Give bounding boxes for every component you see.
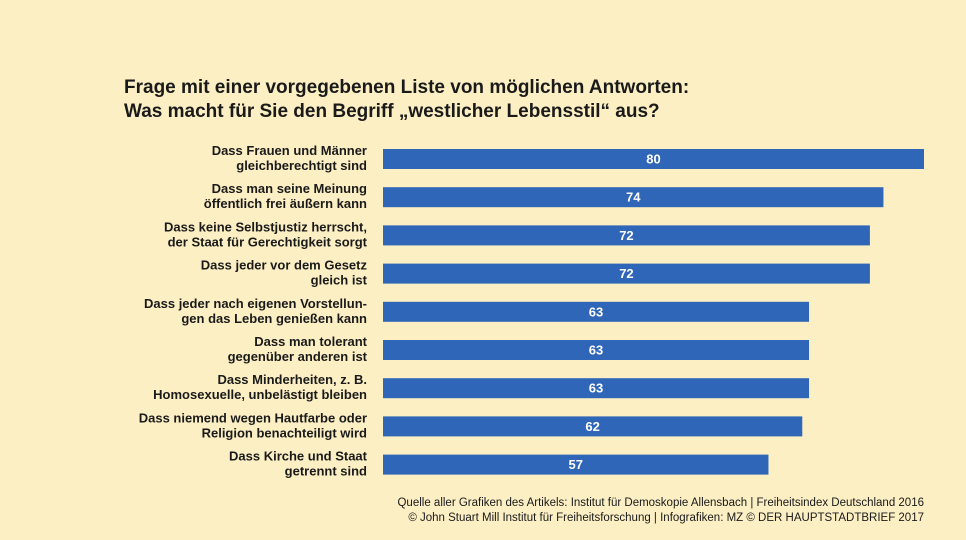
bar-value-label: 74: [626, 190, 641, 205]
bar-value-label: 62: [585, 419, 599, 434]
category-label-line: gegenüber anderen ist: [228, 349, 368, 364]
bar-row: Dass Frauen und Männer gleichberechtigt s…: [212, 143, 924, 173]
bar-value-label: 57: [568, 457, 582, 472]
category-label-line: Dass niemend wegen Hautfarbe oder: [139, 410, 367, 425]
category-label-line: Homosexuelle, unbelästigt bleiben: [153, 387, 367, 402]
category-label: Dass man tolerant gegenüber anderen ist: [228, 334, 368, 364]
category-label-line: Dass Minderheiten, z. B.: [217, 372, 367, 387]
bar-row: Dass Minderheiten, z. B. Homosexuelle, un…: [153, 372, 810, 402]
category-label: Dass keine Selbstjustiz herrscht, der Sta…: [164, 219, 368, 249]
bar: [383, 225, 870, 246]
category-label-line: öffentlich frei äußern kann: [204, 196, 367, 211]
category-label: Dass Minderheiten, z. B. Homosexuelle, un…: [153, 372, 367, 402]
category-label: Dass Kirche und Staat getrennt sind: [229, 449, 368, 479]
category-label-line: Dass Frauen und Männer: [212, 143, 367, 158]
category-label-line: Dass man tolerant: [254, 334, 367, 349]
category-label-line: Dass Kirche und Staat: [229, 449, 368, 464]
category-label-line: Dass jeder vor dem Gesetz: [201, 258, 368, 273]
category-label-line: Dass keine Selbstjustiz herrscht,: [164, 219, 367, 234]
category-label-line: Dass man seine Meinung: [212, 181, 367, 196]
source-line-2: © John Stuart Mill Institut für Freiheit…: [408, 512, 924, 524]
category-label: Dass jeder vor dem Gesetz gleich ist: [201, 258, 368, 288]
chart-title: Frage mit einer vorgegebenen Liste von m…: [124, 76, 689, 124]
bar: [383, 454, 769, 475]
bar-value-label: 63: [589, 304, 603, 319]
category-label: Dass jeder nach eigenen Vorstellun-gen d…: [144, 296, 367, 326]
bar-row: Dass Kirche und Staat getrennt sind 57: [229, 449, 769, 479]
bar: [383, 187, 884, 208]
chart-title-line-2: Was macht für Sie den Begriff „westliche…: [124, 101, 660, 122]
bar: [383, 263, 870, 284]
bar: [383, 340, 810, 360]
bar-row: Dass niemend wegen Hautfarbe oder Religio…: [139, 410, 803, 440]
bar-row: Dass man seine Meinung öffentlich frei äu…: [204, 181, 884, 211]
bar-value-label: 72: [619, 266, 633, 281]
category-label-line: gleich ist: [311, 273, 368, 288]
bar-row: Dass jeder nach eigenen Vorstellun-gen d…: [144, 296, 810, 326]
bar-row: Dass jeder vor dem Gesetz gleich ist 72: [201, 258, 870, 288]
source-note: Quelle aller Grafiken des Artikels: Inst…: [397, 496, 924, 526]
category-label: Dass Frauen und Männer gleichberechtigt s…: [212, 143, 367, 173]
category-label-line: gen das Leben genießen kann: [181, 311, 367, 326]
bar-value-label: 80: [646, 152, 660, 167]
category-label-line: Religion benachteiligt wird: [202, 425, 367, 440]
chart-title-line-1: Frage mit einer vorgegebenen Liste von m…: [124, 77, 690, 98]
bar-value-label: 72: [619, 228, 633, 243]
category-label: Dass man seine Meinung öffentlich frei äu…: [204, 181, 367, 211]
bar-value-label: 63: [589, 381, 603, 396]
bar: [383, 416, 803, 437]
bar: [383, 149, 924, 169]
category-label-line: der Staat für Gerechtigkeit sorgt: [168, 234, 368, 249]
category-label-line: getrennt sind: [285, 464, 367, 479]
bar-value-label: 63: [589, 343, 603, 358]
bar: [383, 301, 810, 322]
category-label: Dass niemend wegen Hautfarbe oder Religio…: [139, 410, 367, 440]
source-line-1: Quelle aller Grafiken des Artikels: Inst…: [397, 497, 924, 509]
category-label-line: Dass jeder nach eigenen Vorstellun-: [144, 296, 367, 311]
category-label-line: gleichberechtigt sind: [236, 158, 367, 173]
bar-row: Dass keine Selbstjustiz herrscht, der Sta…: [164, 219, 870, 249]
bar-row: Dass man tolerant gegenüber anderen ist 63: [228, 334, 810, 364]
bar: [383, 378, 810, 399]
